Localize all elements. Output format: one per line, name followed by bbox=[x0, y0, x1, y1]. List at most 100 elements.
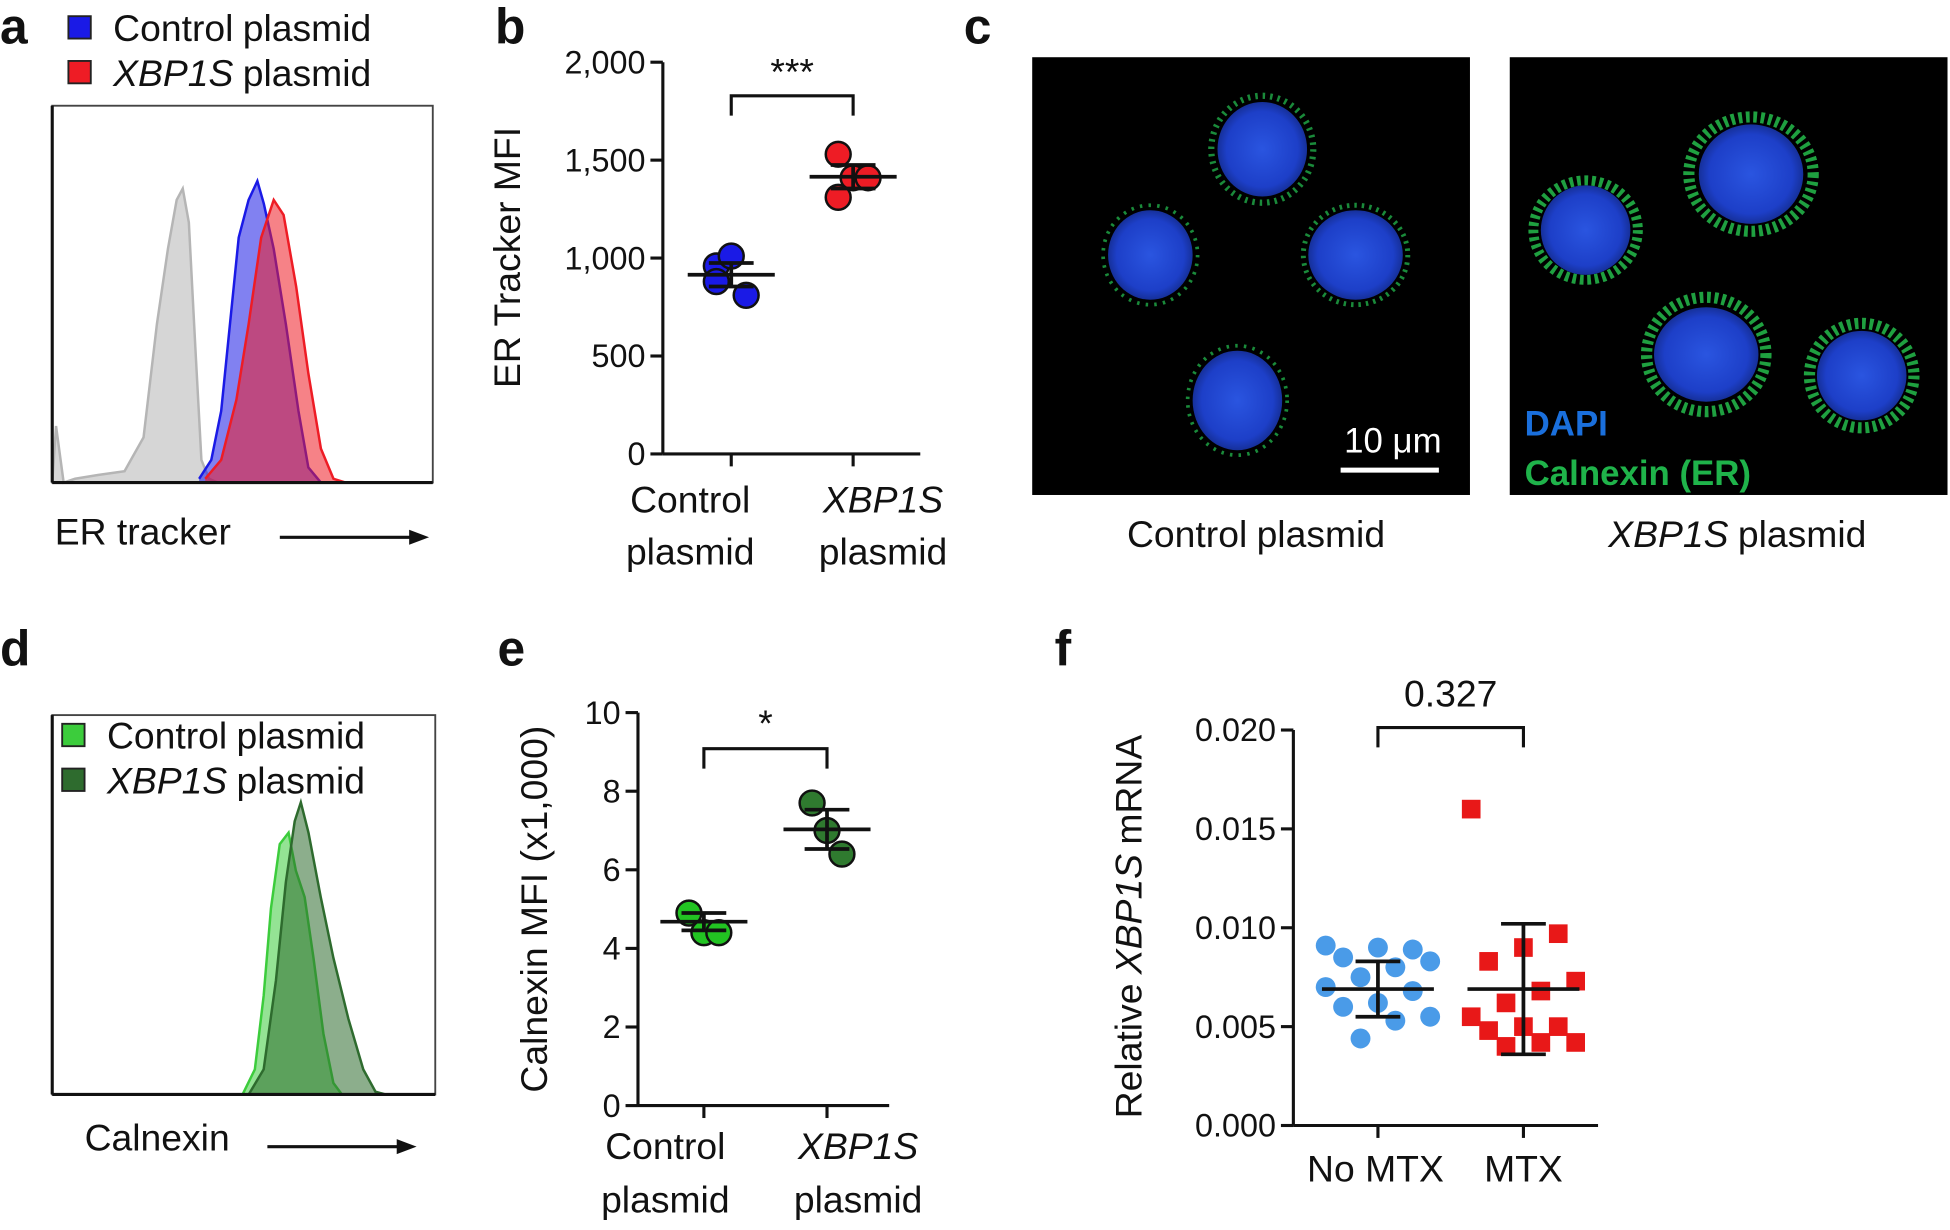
significance-bracket bbox=[1376, 725, 1525, 748]
data-point bbox=[1461, 799, 1481, 819]
data-point bbox=[828, 840, 856, 868]
data-point bbox=[1402, 939, 1423, 960]
y-tick-label: 0.015 bbox=[1195, 811, 1276, 847]
legend-swatch bbox=[67, 60, 92, 85]
cells bbox=[1101, 92, 1920, 458]
significance-label: * bbox=[758, 702, 773, 744]
data-point bbox=[1350, 1028, 1371, 1049]
data-point bbox=[732, 281, 760, 309]
x-tick-label: Control bbox=[605, 1125, 725, 1167]
x-tick-label: XBP1S bbox=[797, 1125, 918, 1167]
scale-bar-label: 10 μm bbox=[1344, 422, 1441, 461]
legend-label: Control plasmid bbox=[113, 7, 371, 49]
x-tick-label: plasmid bbox=[794, 1179, 923, 1221]
word: plasmid bbox=[1257, 513, 1386, 555]
data-point bbox=[1350, 967, 1371, 988]
x-axis-label: ER tracker bbox=[55, 511, 231, 553]
y-tick-label: 10 bbox=[585, 695, 621, 731]
data-point bbox=[1566, 971, 1585, 991]
data-point bbox=[1496, 1037, 1516, 1056]
word: plasmid bbox=[237, 715, 366, 757]
word: Control bbox=[107, 715, 227, 757]
data-point bbox=[1315, 977, 1336, 998]
data-point bbox=[1420, 951, 1441, 972]
data-point bbox=[1496, 993, 1516, 1013]
x-tick-label: XBP1S bbox=[822, 478, 943, 520]
x-tick-label: Control bbox=[630, 478, 750, 520]
caption: XBP1S plasmid bbox=[1607, 513, 1866, 555]
word: mRNA bbox=[1108, 735, 1150, 845]
y-tick-label: 0.010 bbox=[1195, 910, 1276, 946]
legend-label: Control plasmid bbox=[107, 715, 365, 757]
y-tick-label: 0.005 bbox=[1195, 1009, 1276, 1045]
area-fill bbox=[248, 802, 386, 1095]
word: Relative bbox=[1108, 984, 1150, 1119]
data-point bbox=[1402, 981, 1423, 1001]
legend-label: XBP1S plasmid bbox=[112, 52, 371, 94]
significance-bracket bbox=[729, 94, 855, 116]
image-panel: c 10 μm DAPI Calnexin (ER) Control plasmi… bbox=[964, 0, 1948, 555]
word: Control bbox=[1127, 513, 1247, 555]
area-fill bbox=[205, 199, 346, 483]
data-point bbox=[1461, 1007, 1481, 1027]
y-tick-label: 500 bbox=[591, 338, 645, 374]
legend-swatch bbox=[61, 722, 86, 748]
word: plasmid bbox=[1738, 513, 1867, 555]
word: XBP1S bbox=[106, 759, 227, 801]
histogram-line bbox=[50, 184, 433, 485]
data-point bbox=[1367, 937, 1388, 958]
data-point bbox=[1531, 1033, 1551, 1052]
data-point bbox=[1479, 952, 1498, 971]
data-point bbox=[1548, 1017, 1568, 1036]
y-tick-label: 0.020 bbox=[1195, 712, 1276, 748]
y-tick-label: 0 bbox=[627, 436, 645, 472]
stain-legend: DAPI bbox=[1525, 404, 1608, 443]
significance-label: *** bbox=[770, 51, 814, 93]
histogram-line bbox=[204, 197, 347, 484]
chart: f 0.000 0.005 0.010 0.015 0.020 Relative XBP1S m… bbox=[1055, 620, 1599, 1189]
y-tick-label: 6 bbox=[603, 852, 621, 888]
x-tick-label: No MTX bbox=[1307, 1147, 1444, 1189]
chart: b 0 500 1,000 1,500 2,000 ER Tracker MFI Contro… bbox=[486, 0, 947, 573]
x-tick-label: plasmid bbox=[819, 531, 948, 573]
data-point bbox=[1479, 1021, 1498, 1040]
x-axis-label: Calnexin bbox=[85, 1116, 230, 1158]
significance-bracket bbox=[702, 747, 829, 769]
data-point bbox=[824, 183, 852, 212]
significance-label: 0.327 bbox=[1404, 672, 1497, 714]
data-point bbox=[1548, 924, 1568, 944]
y-axis-label: Relative XBP1S mRNA bbox=[1108, 735, 1150, 1119]
y-axis-label: Calnexin MFI (x1,000) bbox=[513, 726, 555, 1093]
panel-letter: f bbox=[1055, 620, 1072, 676]
histogram-line bbox=[247, 797, 386, 1096]
x-tick-label: MTX bbox=[1484, 1147, 1563, 1189]
legend-swatch bbox=[61, 767, 86, 792]
y-tick-label: 2,000 bbox=[565, 44, 646, 80]
data-point bbox=[1531, 981, 1551, 1001]
word: XBP1S bbox=[1607, 513, 1728, 555]
stain-legend: Calnexin (ER) bbox=[1525, 454, 1751, 493]
y-tick-label: 0 bbox=[603, 1088, 621, 1124]
word: plasmid bbox=[243, 52, 372, 94]
data-point bbox=[1566, 1033, 1585, 1052]
data-point bbox=[1315, 935, 1336, 956]
y-tick-label: 2 bbox=[603, 1009, 621, 1045]
x-tick-label: plasmid bbox=[626, 531, 755, 573]
data-point bbox=[1420, 1006, 1441, 1027]
data-point bbox=[1333, 996, 1354, 1017]
arrow-head bbox=[409, 529, 430, 545]
word: plasmid bbox=[243, 7, 372, 49]
panel-letter: c bbox=[964, 0, 992, 55]
panel-letter: b bbox=[495, 0, 525, 55]
y-tick-label: 1,500 bbox=[565, 142, 646, 178]
y-tick-label: 1,000 bbox=[565, 240, 646, 276]
data-point bbox=[1385, 1010, 1406, 1031]
y-tick-label: 8 bbox=[603, 773, 621, 809]
legend-label: XBP1S plasmid bbox=[106, 759, 365, 801]
data-point bbox=[798, 789, 826, 817]
word: XBP1S bbox=[1108, 854, 1150, 975]
word: plasmid bbox=[237, 759, 366, 801]
